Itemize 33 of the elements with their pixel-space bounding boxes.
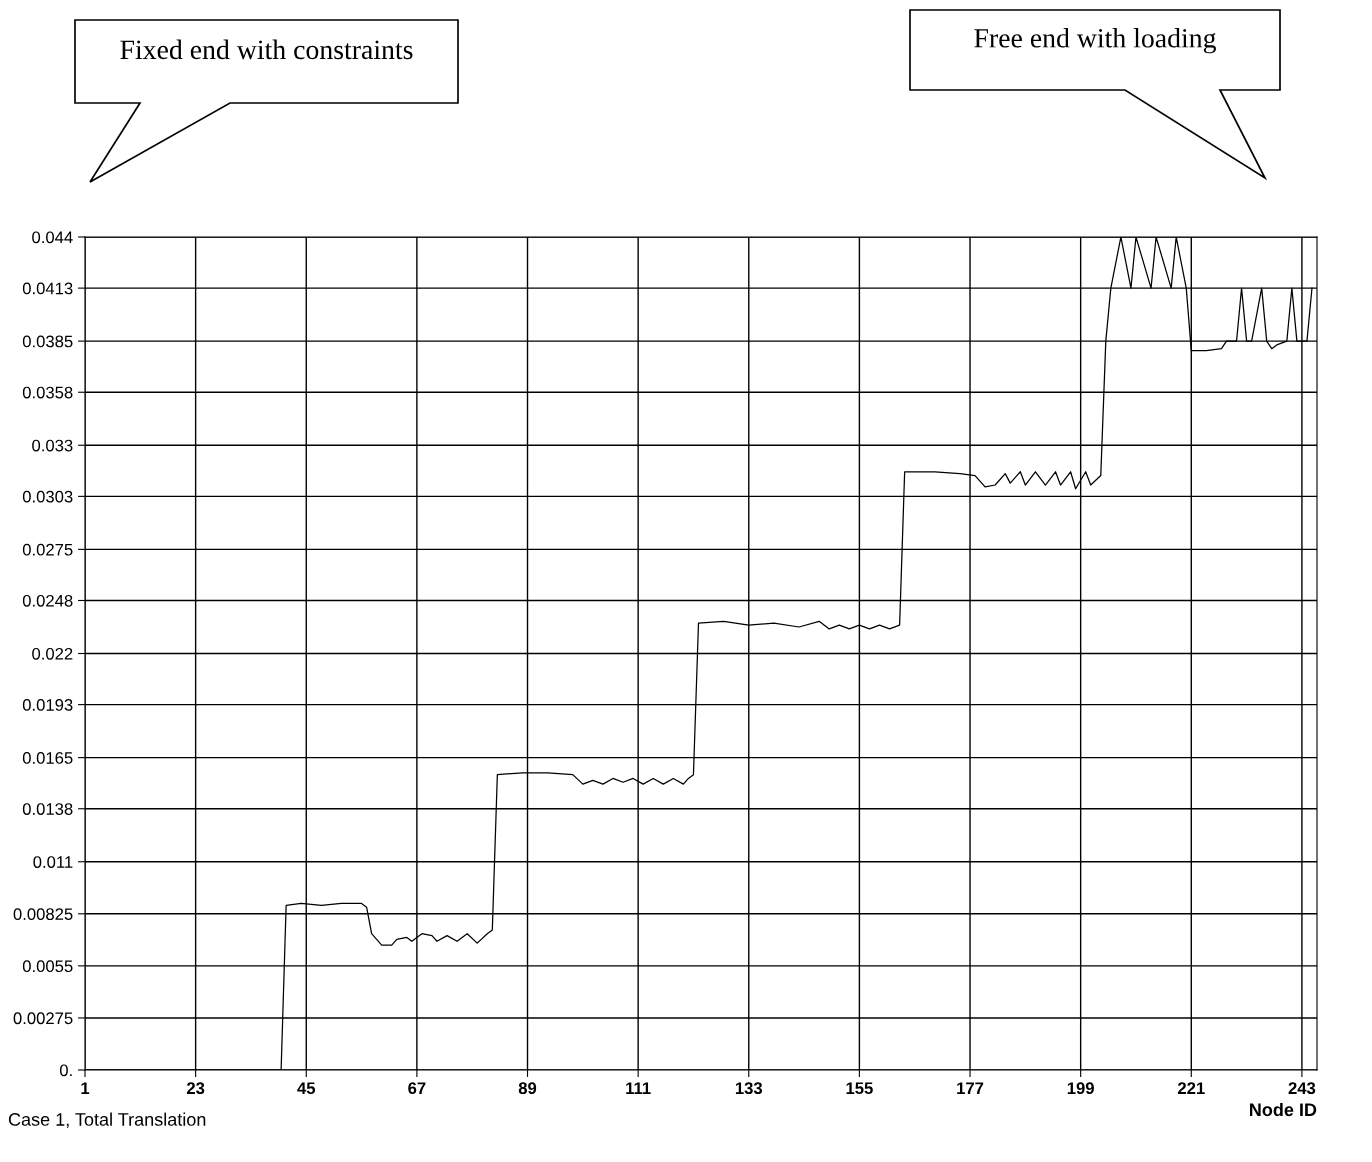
- x-tick-label: 111: [626, 1082, 651, 1094]
- y-tick-label: 0.0385: [22, 335, 73, 348]
- y-tick-label: 0.0303: [22, 490, 73, 503]
- text: Free end with loading: [974, 28, 1216, 54]
- x-tick-label: 89: [518, 1082, 537, 1095]
- x-tick-label: 199: [1067, 1082, 1094, 1095]
- y-tick-label: 0.0055: [22, 960, 73, 973]
- x-tick-label: 45: [297, 1082, 316, 1095]
- y-tick-label: 0.0138: [22, 803, 73, 815]
- y-tick-label: 0.022: [32, 647, 73, 660]
- y-tick-label: 0.044: [32, 231, 73, 244]
- x-tick-label: 23: [186, 1082, 205, 1095]
- x-tick-label: 67: [408, 1082, 426, 1095]
- y-tick-label: 0.0248: [22, 594, 73, 607]
- y-tick-label: 0.0193: [22, 699, 73, 711]
- y-tick-label: 0.011: [33, 856, 73, 868]
- x-tick-label: 155: [846, 1082, 873, 1095]
- y-tick-label: 0.00825: [13, 908, 73, 921]
- text: Fixed end with constraints: [120, 39, 413, 60]
- y-tick-label: 0.00275: [13, 1012, 73, 1025]
- y-tick-label: 0.0275: [22, 543, 73, 556]
- x-tick-label: 177: [957, 1082, 984, 1094]
- y-tick-label: 0.0413: [22, 282, 73, 295]
- y-tick-label: 0.0358: [22, 386, 73, 399]
- text: Case 1, Total Translation: [8, 1112, 206, 1128]
- y-tick-label: 0.033: [32, 439, 73, 452]
- x-tick-label: 133: [735, 1082, 763, 1095]
- y-tick-label: 0.0165: [22, 752, 73, 764]
- x-tick-label: 221: [1177, 1082, 1205, 1094]
- x-axis-title: Node ID: [1250, 1102, 1317, 1117]
- x-tick-label: 243: [1288, 1082, 1316, 1095]
- y-tick-label: 0.: [59, 1064, 72, 1077]
- x-tick-label: 1: [81, 1082, 90, 1094]
